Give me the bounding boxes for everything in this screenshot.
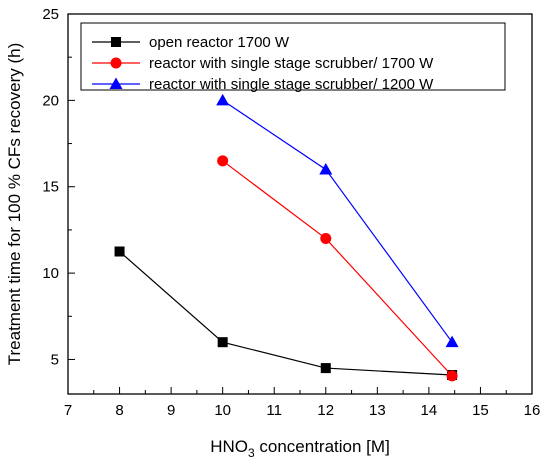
- legend-label: open reactor 1700 W: [149, 34, 290, 51]
- x-tick-label: 15: [472, 402, 489, 419]
- series-3: [216, 93, 459, 348]
- legend-marker: [111, 37, 121, 47]
- data-point: [319, 162, 333, 175]
- data-point: [114, 246, 125, 257]
- data-point: [445, 335, 459, 348]
- series-layer: [114, 93, 459, 382]
- legend-label: reactor with single stage scrubber/ 1200…: [149, 76, 434, 93]
- legend-entry: reactor with single stage scrubber/ 1200…: [92, 76, 434, 93]
- x-tick-label: 9: [167, 402, 175, 419]
- x-axis-title: HNO3 concentration [M]: [210, 437, 390, 460]
- data-point: [216, 93, 230, 106]
- y-tick-label: 25: [42, 6, 59, 23]
- x-tick-label: 8: [115, 402, 123, 419]
- y-axis-title: Treatment time for 100 % CFs recovery (h…: [5, 43, 24, 365]
- series-2: [217, 155, 458, 382]
- legend-entry: reactor with single stage scrubber/ 1700…: [92, 55, 434, 72]
- x-tick-label: 11: [266, 402, 282, 419]
- y-tick-label: 20: [42, 92, 59, 109]
- legend-box: [80, 22, 506, 91]
- axis-ticks: 7 8 9 10 11 12 13 14 15 16 5 10 15 20 25: [42, 6, 540, 419]
- y-tick-label: 5: [51, 351, 59, 368]
- data-point: [320, 363, 331, 374]
- x-tick-label: 14: [421, 402, 438, 419]
- data-point: [446, 370, 458, 382]
- x-tick-label: 10: [214, 402, 231, 419]
- y-tick-label: 10: [42, 265, 59, 282]
- x-tick-label: 12: [317, 402, 334, 419]
- x-tick-label: 16: [524, 402, 541, 419]
- series-line: [119, 251, 453, 376]
- legend-entry: open reactor 1700 W: [92, 34, 290, 51]
- legend-marker: [109, 77, 123, 89]
- y-tick-label: 15: [42, 179, 59, 196]
- data-point: [320, 233, 332, 245]
- legend-marker: [110, 57, 122, 69]
- data-point: [217, 155, 229, 167]
- x-tick-label: 7: [64, 402, 72, 419]
- legend-label: reactor with single stage scrubber/ 1700…: [149, 55, 434, 72]
- legend: open reactor 1700 W reactor with single s…: [80, 22, 506, 93]
- x-tick-label: 13: [369, 402, 386, 419]
- data-point: [217, 337, 228, 348]
